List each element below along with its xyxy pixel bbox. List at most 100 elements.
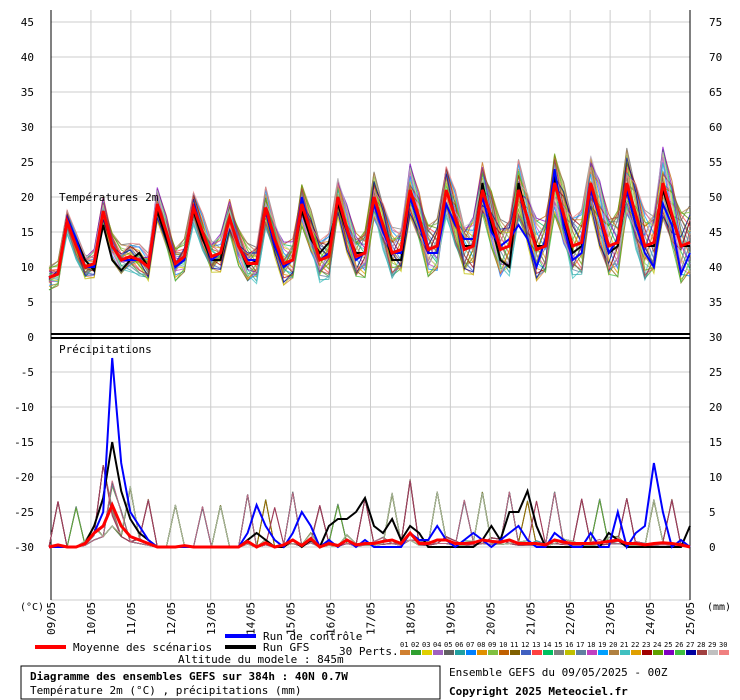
perturbation-swatch xyxy=(411,650,421,655)
date-tick-label: 18/05 xyxy=(404,602,417,635)
precipitation-panel-label: Précipitations xyxy=(59,343,152,356)
perturbation-number: 10 xyxy=(499,641,507,649)
right-tick-label: 45 xyxy=(709,226,722,239)
moyenne-des-scenarios-temperature-line xyxy=(48,182,691,279)
perturbation-number: 06 xyxy=(455,641,463,649)
moyenne-des-scenarios-precipitation-line xyxy=(48,501,691,549)
perturbation-swatch xyxy=(466,650,476,655)
left-tick-label: -10 xyxy=(14,401,34,414)
perturbation-number: 05 xyxy=(444,641,452,649)
date-tick-label: 16/05 xyxy=(325,602,338,635)
perturbation-number: 16 xyxy=(565,641,573,649)
perturbation-swatch xyxy=(521,650,531,655)
date-tick-label: 15/05 xyxy=(285,602,298,635)
perturbation-number: 21 xyxy=(620,641,628,649)
ensemble-member-temperature-line xyxy=(48,151,691,279)
right-tick-label: 70 xyxy=(709,51,722,64)
ensemble-member-precipitation-line xyxy=(48,465,691,548)
perturbation-swatch xyxy=(455,650,465,655)
left-tick-label: 5 xyxy=(27,296,34,309)
right-tick-label: 5 xyxy=(709,506,716,519)
perturbation-number: 22 xyxy=(631,641,639,649)
left-tick-label: 15 xyxy=(21,226,34,239)
footer-title-box xyxy=(20,665,441,700)
altitude-label: Altitude du modele : 845m xyxy=(178,653,344,666)
left-tick-label: 10 xyxy=(21,261,34,274)
perturbation-number: 01 xyxy=(400,641,408,649)
perturbation-number: 08 xyxy=(477,641,485,649)
perturbation-swatch xyxy=(543,650,553,655)
perturbation-number: 18 xyxy=(587,641,595,649)
left-tick-label: 20 xyxy=(21,191,34,204)
ensemble-run-label: Ensemble GEFS du 09/05/2025 - 00Z xyxy=(449,666,668,679)
left-tick-label: 35 xyxy=(21,86,34,99)
date-tick-label: 09/05 xyxy=(45,602,58,635)
perturbation-swatch xyxy=(499,650,509,655)
date-tick-label: 17/05 xyxy=(365,602,378,635)
perturbation-number: 26 xyxy=(675,641,683,649)
perturbation-swatch xyxy=(554,650,564,655)
perturbation-swatch xyxy=(400,650,410,655)
date-tick-label: 14/05 xyxy=(245,602,258,635)
perturbation-number: 02 xyxy=(411,641,419,649)
date-tick-label: 19/05 xyxy=(444,602,457,635)
left-tick-label: -15 xyxy=(14,436,34,449)
perturbation-number: 12 xyxy=(521,641,529,649)
perturbation-swatch xyxy=(675,650,685,655)
temperature-series xyxy=(48,146,691,291)
right-tick-label: 30 xyxy=(709,331,722,344)
perturbation-swatch xyxy=(510,650,520,655)
perturbation-number: 25 xyxy=(664,641,672,649)
footer-subtitle: Température 2m (°C) , précipitations (mm… xyxy=(30,684,302,697)
run-gfs-precipitation-line xyxy=(49,441,691,549)
perturbation-number: 20 xyxy=(609,641,617,649)
right-tick-label: 40 xyxy=(709,261,722,274)
perturbation-number: 24 xyxy=(653,641,661,649)
perturbation-number: 03 xyxy=(422,641,430,649)
perturbation-swatch xyxy=(576,650,586,655)
left-tick-label: 40 xyxy=(21,51,34,64)
perturbation-swatch xyxy=(697,650,707,655)
date-tick-label: 13/05 xyxy=(205,602,218,635)
left-axis-unit: (°C) xyxy=(20,602,44,613)
right-axis-unit: (mm) xyxy=(707,602,731,613)
left-tick-label: 25 xyxy=(21,156,34,169)
perts-legend-label: 30 Perts. xyxy=(339,645,399,658)
perturbation-number: 19 xyxy=(598,641,606,649)
date-tick-label: 10/05 xyxy=(85,602,98,635)
perturbation-swatch xyxy=(642,650,652,655)
right-tick-label: 35 xyxy=(709,296,722,309)
perturbation-swatch xyxy=(631,650,641,655)
date-tick-label: 11/05 xyxy=(125,602,138,635)
perturbation-number: 17 xyxy=(576,641,584,649)
right-tick-label: 20 xyxy=(709,401,722,414)
perturbation-swatch xyxy=(686,650,696,655)
perturbation-number: 28 xyxy=(697,641,705,649)
perturbation-swatch xyxy=(653,650,663,655)
perturbation-number: 07 xyxy=(466,641,474,649)
perturbation-number: 14 xyxy=(543,641,551,649)
perturbation-swatch xyxy=(587,650,597,655)
mean-legend-label: Moyenne des scénarios xyxy=(73,641,212,654)
left-tick-label: -30 xyxy=(14,541,34,554)
left-tick-label: 30 xyxy=(21,121,34,134)
right-tick-label: 15 xyxy=(709,436,722,449)
temperature-panel-label: Températures 2m xyxy=(59,191,159,204)
perturbation-swatch xyxy=(422,650,432,655)
right-tick-label: 65 xyxy=(709,86,722,99)
perturbation-number: 30 xyxy=(719,641,727,649)
right-tick-label: 50 xyxy=(709,191,722,204)
perturbation-swatch xyxy=(477,650,487,655)
perturbation-swatch xyxy=(488,650,498,655)
left-tick-label: 0 xyxy=(27,331,34,344)
gfs-legend-label: Run GFS xyxy=(263,641,309,654)
grid xyxy=(50,10,691,601)
precipitation-series xyxy=(48,357,691,550)
perturbation-swatch xyxy=(433,650,443,655)
date-tick-label: 23/05 xyxy=(604,602,617,635)
perturbation-swatch xyxy=(444,650,454,655)
perturbation-number: 23 xyxy=(642,641,650,649)
right-tick-label: 75 xyxy=(709,16,722,29)
